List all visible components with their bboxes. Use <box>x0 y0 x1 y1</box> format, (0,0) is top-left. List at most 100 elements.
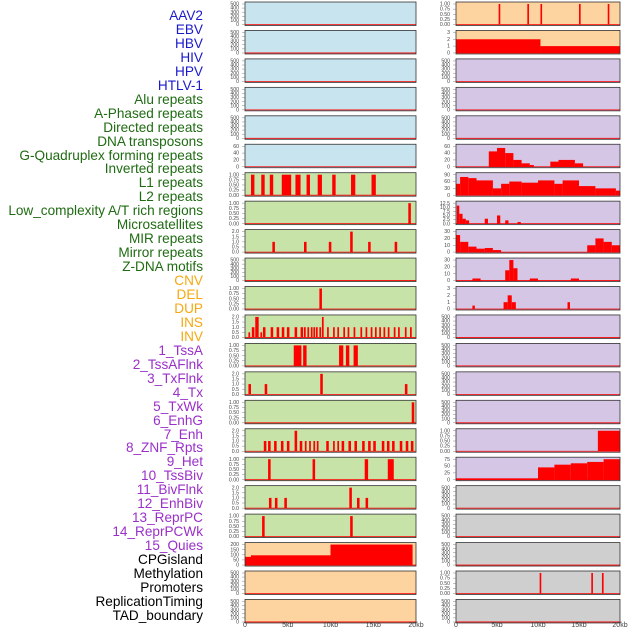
data-bar <box>399 441 403 452</box>
y-tick-label: 0 <box>447 278 450 284</box>
panel-background <box>456 201 620 225</box>
panel-background <box>245 30 416 54</box>
panel-border <box>455 428 621 453</box>
y-tick-label: 300 <box>230 95 239 101</box>
data-bar <box>603 241 612 253</box>
data-bar <box>386 441 390 452</box>
data-bar <box>373 441 376 452</box>
panel-background <box>245 144 416 168</box>
y-tick-label: 1.0 <box>232 382 239 388</box>
row-label: Methylation <box>133 566 203 581</box>
row-label: Directed repeats <box>103 119 203 135</box>
y-tick-label: 1.0 <box>232 239 239 245</box>
data-bar <box>312 459 316 480</box>
y-tick-label: 300 <box>230 124 239 130</box>
y-tick-label: 200 <box>230 42 239 48</box>
data-bar <box>468 178 477 196</box>
y-tick-label: 100 <box>441 416 450 422</box>
data-bar <box>505 220 509 224</box>
y-tick-label: 100 <box>441 103 450 109</box>
y-tick-label: 100 <box>230 587 239 593</box>
panel-border <box>455 172 621 197</box>
panel-border <box>455 1 621 26</box>
panel-border <box>455 342 621 368</box>
y-tick-label: 0.0 <box>443 221 450 227</box>
panel-border <box>244 257 417 282</box>
panel-background <box>456 115 620 140</box>
data-bar <box>579 4 581 25</box>
y-tick-label: 0 <box>447 364 450 370</box>
panel-border <box>244 200 417 226</box>
data-bar <box>281 174 292 196</box>
y-tick-label: 200 <box>441 71 450 77</box>
y-tick-label: 0.25 <box>229 472 239 478</box>
panel-border <box>455 30 621 55</box>
data-bar <box>353 327 356 338</box>
y-tick-label: 300 <box>441 67 450 73</box>
y-tick-label: 100 <box>230 552 239 558</box>
y-tick-label: 0.00 <box>229 193 239 199</box>
panel-background <box>245 343 416 367</box>
y-tick-label: 200 <box>230 611 239 617</box>
y-tick-label: 30 <box>444 186 450 192</box>
data-bar <box>509 181 522 196</box>
data-bar <box>459 213 463 224</box>
data-bar <box>280 441 284 452</box>
data-bar <box>587 461 604 480</box>
data-bar <box>286 441 290 452</box>
data-bar <box>615 190 620 196</box>
row-label: Low_complexity A/T rich regions <box>8 203 203 219</box>
y-tick-label: 1 <box>447 44 450 50</box>
y-tick-label: 10 <box>444 243 450 249</box>
row-label: 5_TxWk <box>153 398 203 414</box>
y-tick-label: 500 <box>441 400 450 406</box>
y-tick-label: 400 <box>230 6 239 12</box>
y-tick-label: 200 <box>441 526 450 532</box>
panel-background <box>456 371 620 396</box>
data-bar <box>327 327 329 338</box>
y-tick-label: 500 <box>441 115 450 121</box>
y-tick-label: 500 <box>441 485 450 491</box>
track-panel: 1.000.750.500.250.00 <box>229 399 417 426</box>
y-tick-label: 300 <box>441 607 450 613</box>
panel-background <box>245 485 416 510</box>
data-bar <box>570 463 588 480</box>
y-tick-label: 0.50 <box>229 524 239 530</box>
y-tick-label: 500 <box>230 30 239 36</box>
y-tick-label: 500 <box>230 258 239 264</box>
y-tick-label: 1.00 <box>229 172 239 178</box>
data-bar <box>498 4 501 25</box>
data-bar <box>310 327 313 338</box>
y-tick-label: 40 <box>233 151 239 157</box>
y-tick-label: 0 <box>447 620 450 626</box>
row-label: 8_ZNF_Rpts <box>125 440 203 456</box>
data-bar <box>468 246 477 253</box>
track-panel: 1.000.750.500.250.00 <box>229 172 417 199</box>
y-tick-label: 400 <box>230 63 239 69</box>
row-label: DNA transposons <box>97 133 203 149</box>
panel-border <box>244 115 417 140</box>
y-tick-label: 0.50 <box>440 581 450 587</box>
data-bar <box>304 241 307 253</box>
y-tick-label: 0.25 <box>229 301 239 307</box>
y-tick-label: 20 <box>444 264 450 270</box>
y-tick-label: 100 <box>230 615 239 621</box>
panel-border <box>244 542 417 567</box>
y-tick-label: 200 <box>230 71 239 77</box>
data-bar <box>579 186 596 196</box>
data-bar <box>383 327 386 338</box>
y-tick-label: 25 <box>444 470 450 476</box>
y-tick-label: 100 <box>230 132 239 138</box>
row-label: 11_BivFlnk <box>136 482 203 498</box>
panel-background <box>245 87 416 111</box>
y-tick-label: 0.75 <box>229 348 239 354</box>
data-bar <box>411 402 415 423</box>
y-tick-label: 200 <box>230 542 239 548</box>
panel-background <box>245 58 416 83</box>
y-tick-label: 300 <box>441 351 450 357</box>
data-bar <box>611 245 620 253</box>
data-bar <box>333 327 335 338</box>
